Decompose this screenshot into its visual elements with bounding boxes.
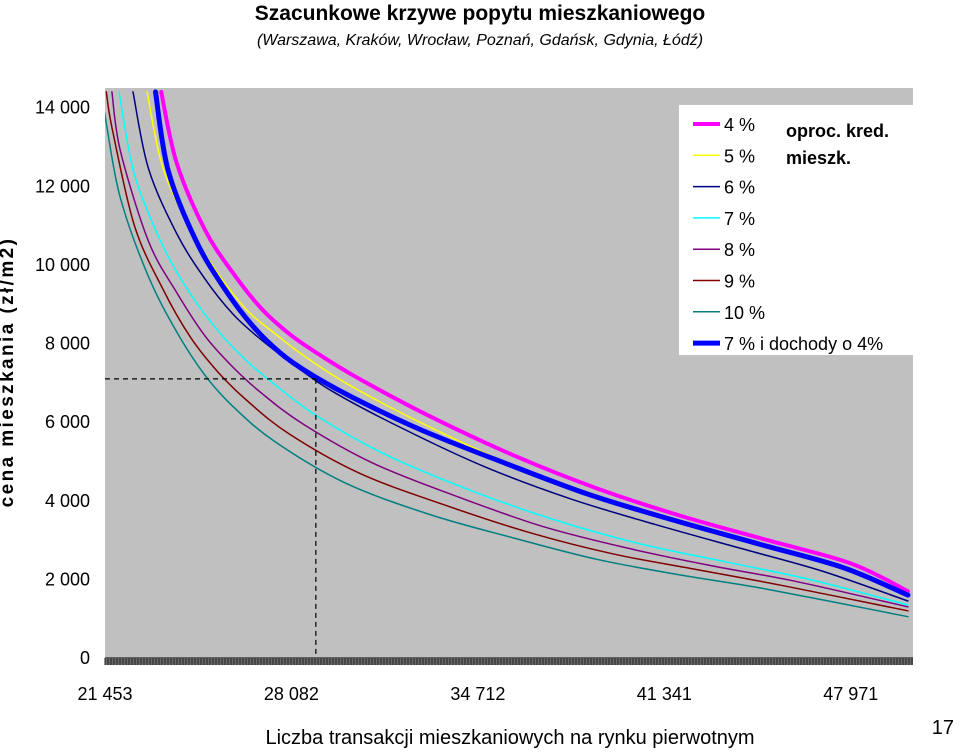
- y-tick-label: 2 000: [45, 569, 90, 589]
- x-axis-label: Liczba transakcji mieszkaniowych na rynk…: [265, 727, 755, 749]
- legend-label: 7 %: [724, 209, 755, 229]
- chart-subtitle: (Warszawa, Kraków, Wrocław, Poznań, Gdań…: [256, 32, 704, 49]
- x-axis: 21 453 28 082 34 712 41 341 47 971: [77, 657, 913, 704]
- page-number: 17: [931, 717, 954, 739]
- legend-label: 8 %: [724, 240, 755, 260]
- x-tick-label: 47 971: [823, 684, 878, 704]
- legend-label: 6 %: [724, 178, 755, 198]
- x-tick-label: 41 341: [637, 684, 692, 704]
- series-lines: [105, 89, 911, 618]
- y-tick-label: 0: [80, 648, 90, 668]
- y-tick-label: 12 000: [35, 176, 90, 196]
- y-axis-ticks: 0 2 000 4 000 6 000 8 000 10 000 12 000 14 000: [35, 98, 90, 668]
- series-line-7: [105, 111, 909, 618]
- legend-label: 7 % i dochody o 4%: [724, 334, 883, 354]
- legend-label: 9 %: [724, 272, 755, 292]
- legend-note: mieszk.: [786, 148, 851, 168]
- series-line-6: [105, 91, 909, 612]
- y-tick-label: 10 000: [35, 255, 90, 275]
- y-tick-label: 14 000: [35, 98, 90, 118]
- x-tick-label: 21 453: [77, 684, 132, 704]
- series-line-1: [159, 89, 910, 594]
- series-line-5: [111, 91, 909, 608]
- x-tick-strip: [105, 658, 913, 665]
- legend: 4 % 5 % 6 % 7 % 8 % 9 % 10 % 7 % i dochody o 4%…: [679, 105, 913, 355]
- y-tick-label: 4 000: [45, 491, 90, 511]
- chart-title: Szacunkowe krzywe popytu mieszkaniowego: [254, 2, 706, 25]
- legend-label: 5 %: [724, 146, 755, 166]
- series-line-8: [153, 89, 911, 598]
- series-line-3: [132, 91, 909, 602]
- y-tick-label: 8 000: [45, 334, 90, 354]
- x-tick-label: 34 712: [450, 684, 505, 704]
- legend-box: [679, 105, 913, 355]
- reference-lines: [105, 378, 317, 658]
- legend-note: oproc. kred.: [786, 121, 889, 141]
- legend-label: 10 %: [724, 303, 765, 323]
- x-tick-label: 28 082: [264, 684, 319, 704]
- legend-label: 4 %: [724, 115, 755, 135]
- y-tick-label: 6 000: [45, 412, 90, 432]
- series-line-4: [118, 91, 909, 606]
